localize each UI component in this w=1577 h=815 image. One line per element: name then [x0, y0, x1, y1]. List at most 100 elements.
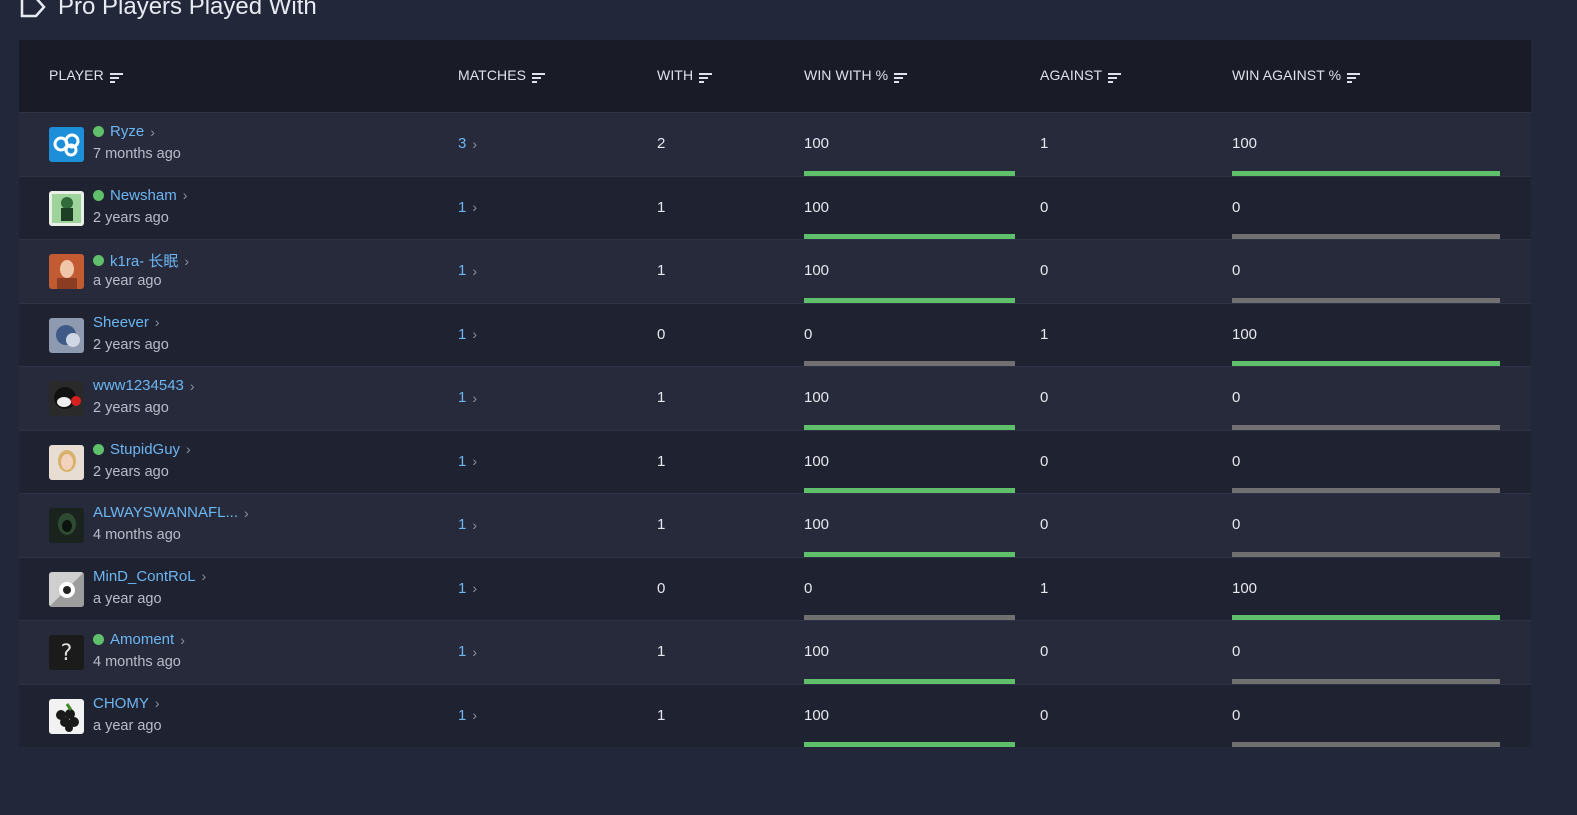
- sort-icon[interactable]: [532, 70, 546, 83]
- win-with-percent: 100: [804, 262, 830, 279]
- player-name-link[interactable]: k1ra- 长眠 ›: [93, 250, 189, 271]
- player-name-link[interactable]: Newsham ›: [93, 187, 187, 204]
- matches-link[interactable]: 1 ›: [458, 643, 477, 660]
- matches-count[interactable]: 1: [458, 516, 467, 533]
- player-name-link[interactable]: Ryze ›: [93, 123, 155, 140]
- matches-count[interactable]: 3: [458, 135, 467, 152]
- player-name[interactable]: Sheever: [93, 313, 149, 331]
- column-against[interactable]: AGAINST: [1040, 67, 1122, 83]
- matches-count[interactable]: 1: [458, 198, 467, 216]
- player-name[interactable]: ALWAYSWANNAFL...: [93, 504, 239, 521]
- matches-count[interactable]: 1: [458, 706, 467, 724]
- with-count: 1: [657, 706, 666, 724]
- avatar[interactable]: [49, 698, 84, 734]
- table-row[interactable]: MinD_ContRoL › a year ago 1 › 0 0 1 100: [19, 556, 1531, 620]
- sort-icon[interactable]: [1108, 70, 1122, 83]
- win-against-bar: [1232, 170, 1500, 176]
- avatar[interactable]: [49, 317, 84, 353]
- chevron-right-icon: ›: [472, 326, 478, 342]
- matches-link[interactable]: 1 ›: [458, 262, 477, 279]
- matches-link[interactable]: 1 ›: [458, 516, 477, 533]
- matches-count[interactable]: 1: [458, 579, 467, 597]
- table-row[interactable]: StupidGuy › 2 years ago 1 › 1 100 0 0: [19, 429, 1531, 493]
- win-with-bar-fill: [804, 297, 1015, 303]
- player-name-link[interactable]: Amoment ›: [93, 631, 185, 648]
- table-row[interactable]: k1ra- 长眠 › a year ago 1 › 1 100 0 0: [19, 239, 1531, 303]
- against-count: 0: [1040, 516, 1049, 533]
- matches-link[interactable]: 3 ›: [458, 135, 477, 152]
- last-played: 7 months ago: [93, 146, 181, 162]
- player-name-link[interactable]: StupidGuy ›: [93, 441, 191, 458]
- player-name-link[interactable]: Sheever ›: [93, 314, 160, 331]
- win-with-percent: 100: [804, 706, 830, 724]
- player-name[interactable]: Newsham: [110, 186, 177, 204]
- avatar[interactable]: [49, 381, 84, 416]
- table-row[interactable]: ? Amoment › 4 months ago 1 › 1 100 0 0: [19, 620, 1531, 684]
- player-name-link[interactable]: www1234543 ›: [93, 377, 195, 394]
- matches-link[interactable]: 1 ›: [458, 199, 477, 216]
- online-status-dot: [93, 189, 104, 201]
- player-name[interactable]: www1234543: [93, 377, 184, 394]
- player-name[interactable]: CHOMY: [93, 694, 149, 712]
- sort-icon[interactable]: [699, 70, 713, 83]
- last-played: 2 years ago: [93, 400, 169, 416]
- online-status-dot: [93, 255, 104, 266]
- matches-count[interactable]: 1: [458, 389, 467, 406]
- column-player[interactable]: PLAYER: [49, 67, 123, 83]
- column-matches[interactable]: MATCHES: [458, 67, 546, 83]
- win-against-percent: 0: [1232, 706, 1241, 724]
- last-played: a year ago: [93, 590, 162, 607]
- player-name[interactable]: MinD_ContRoL: [93, 567, 196, 585]
- avatar[interactable]: [49, 254, 84, 289]
- section-title: Pro Players Played With: [58, 0, 317, 20]
- against-count: 0: [1040, 643, 1049, 660]
- matches-link[interactable]: 1 ›: [458, 326, 477, 343]
- table-row[interactable]: Ryze › 7 months ago 3 › 2 100 1 100: [19, 112, 1531, 176]
- tag-icon: [20, 0, 46, 18]
- win-against-bar: [1232, 615, 1500, 620]
- player-name-link[interactable]: ALWAYSWANNAFL... ›: [93, 504, 249, 521]
- sort-icon[interactable]: [1347, 70, 1361, 83]
- with-count: 0: [657, 579, 666, 597]
- win-with-bar: [804, 678, 1015, 684]
- player-name[interactable]: k1ra- 长眠: [110, 253, 179, 270]
- avatar[interactable]: [49, 190, 84, 226]
- matches-count[interactable]: 1: [458, 262, 467, 279]
- with-count: 1: [657, 389, 666, 406]
- column-win-against[interactable]: WIN AGAINST %: [1232, 67, 1361, 83]
- online-status-dot: [93, 443, 104, 455]
- matches-count[interactable]: 1: [458, 452, 467, 470]
- table-row[interactable]: Newsham › 2 years ago 1 › 1 100 0 0: [19, 175, 1531, 239]
- matches-count[interactable]: 1: [458, 643, 467, 660]
- column-with[interactable]: WITH: [657, 67, 713, 83]
- sort-icon[interactable]: [894, 70, 908, 83]
- matches-link[interactable]: 1 ›: [458, 707, 477, 724]
- win-against-bar: [1232, 488, 1500, 493]
- player-name[interactable]: Ryze: [110, 123, 145, 140]
- table-row[interactable]: ALWAYSWANNAFL... › 4 months ago 1 › 1 100 0 0: [19, 493, 1531, 557]
- player-name-link[interactable]: CHOMY ›: [93, 695, 160, 712]
- table-row[interactable]: Sheever › 2 years ago 1 › 0 0 1 100: [19, 302, 1531, 366]
- avatar[interactable]: [49, 508, 84, 543]
- column-win-with[interactable]: WIN WITH %: [804, 67, 908, 83]
- matches-link[interactable]: 1 ›: [458, 453, 477, 470]
- player-name-link[interactable]: MinD_ContRoL ›: [93, 568, 206, 585]
- chevron-right-icon: ›: [244, 504, 249, 521]
- matches-link[interactable]: 1 ›: [458, 580, 477, 597]
- matches-count[interactable]: 1: [458, 325, 467, 343]
- avatar[interactable]: [49, 571, 84, 607]
- with-count: 2: [657, 135, 666, 152]
- avatar[interactable]: ?: [49, 635, 84, 670]
- avatar[interactable]: [49, 444, 84, 480]
- player-name[interactable]: Amoment: [110, 631, 175, 648]
- win-against-bar: [1232, 361, 1500, 366]
- table-row[interactable]: www1234543 › 2 years ago 1 › 1 100 0 0: [19, 366, 1531, 430]
- player-name[interactable]: StupidGuy: [110, 440, 181, 458]
- win-with-percent: 100: [804, 389, 830, 406]
- avatar[interactable]: [49, 127, 84, 162]
- table-row[interactable]: CHOMY › a year ago 1 › 1 100 0 0: [19, 683, 1531, 747]
- chevron-right-icon: ›: [472, 516, 478, 533]
- sort-icon[interactable]: [109, 70, 123, 83]
- win-with-bar: [804, 297, 1015, 303]
- matches-link[interactable]: 1 ›: [458, 389, 477, 406]
